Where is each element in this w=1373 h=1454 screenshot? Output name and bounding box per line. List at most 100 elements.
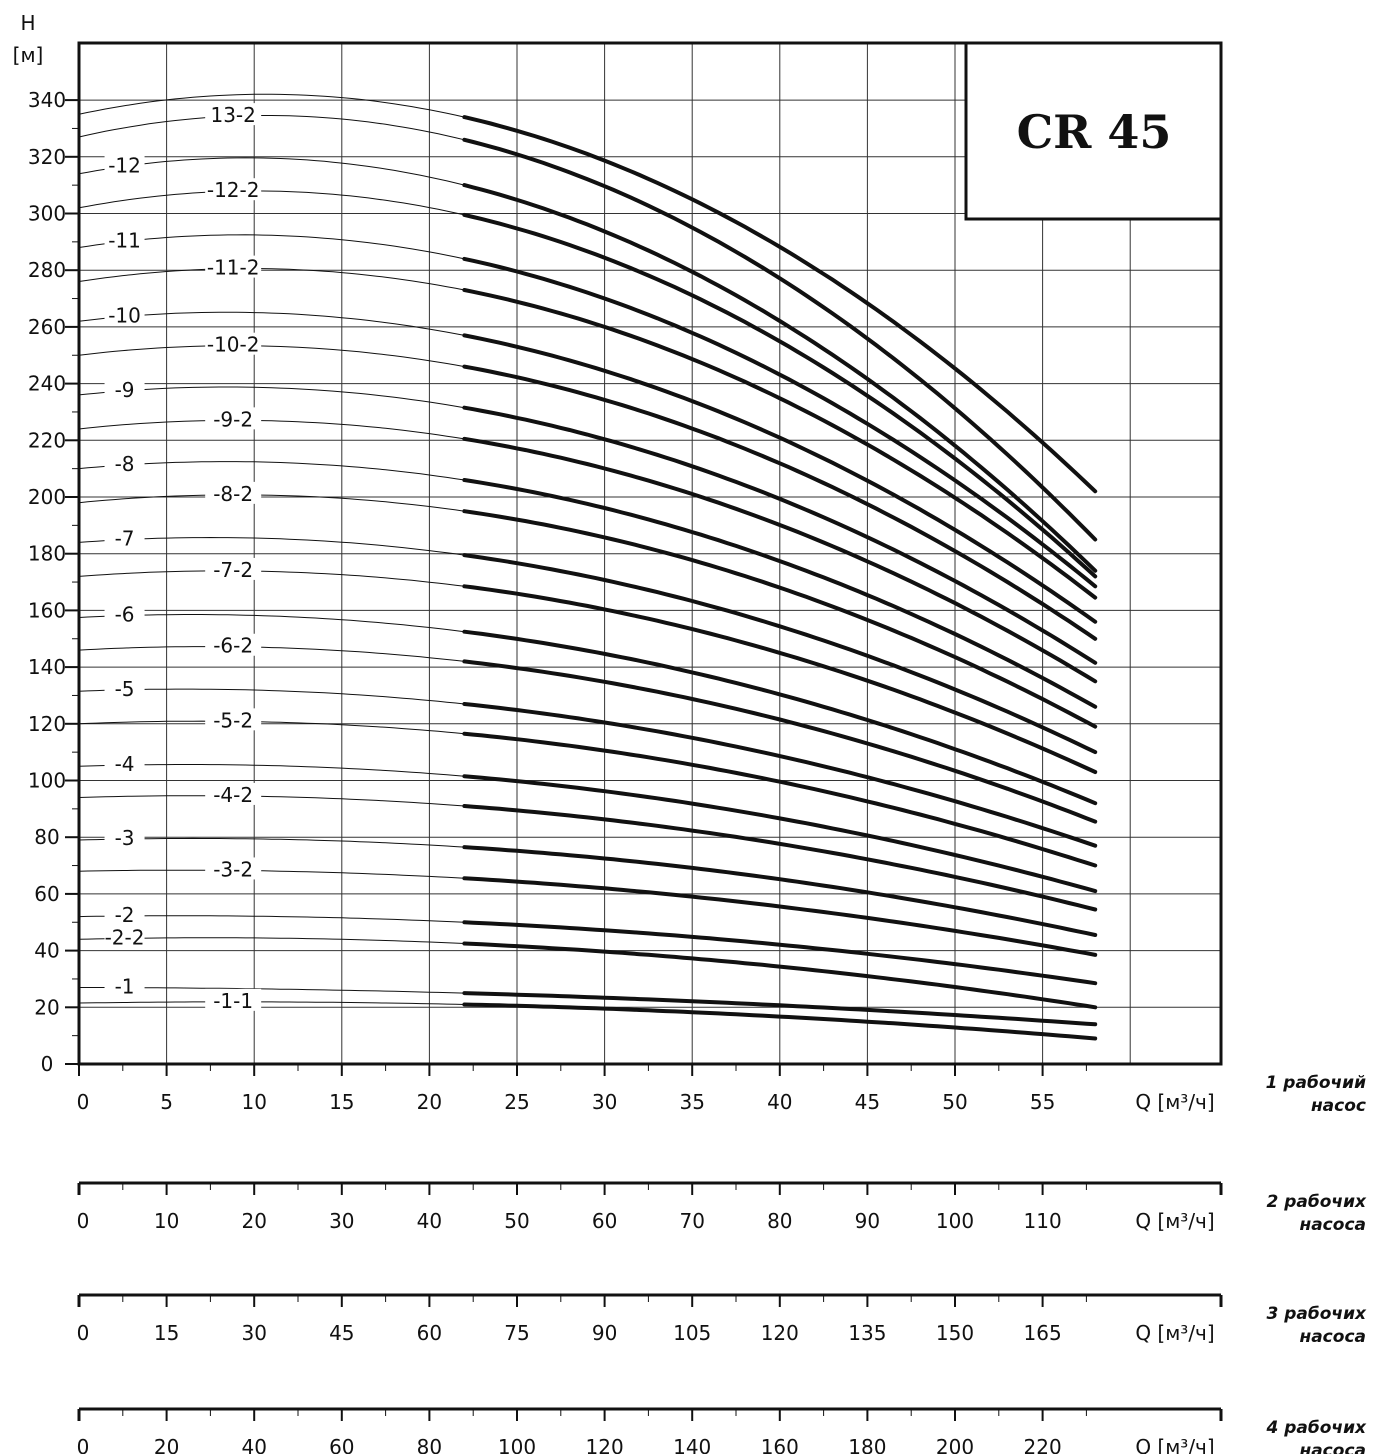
curve-label: -12-2 xyxy=(207,178,260,202)
pump-count-label: насоса xyxy=(1299,1441,1366,1454)
curve-thin-segment xyxy=(78,190,465,216)
curve-label-bg xyxy=(104,602,145,625)
flow-scale-tick-label: 80 xyxy=(417,1435,442,1454)
curve-operating-segment xyxy=(462,731,1098,868)
pump-count-label: 3 рабочих xyxy=(1267,1304,1368,1324)
curve-label-bg xyxy=(104,925,145,948)
flow-scale-tick-label: 0 xyxy=(77,1209,90,1233)
curve-operating-segment xyxy=(462,115,1098,494)
y-axis-tick-label: 140 xyxy=(28,655,66,679)
curve-thin-segment xyxy=(78,646,465,662)
curve-label: -12 xyxy=(108,153,141,177)
curve-operating-segment xyxy=(462,137,1098,542)
flow-scale-tick-label: 105 xyxy=(673,1321,711,1345)
curve-thin-segment xyxy=(78,720,465,735)
y-axis-symbol: H xyxy=(20,11,35,35)
flow-scale-tick-label: 140 xyxy=(673,1435,711,1454)
curve-label: -3-2 xyxy=(213,857,253,881)
y-axis-tick-label: 80 xyxy=(34,825,59,849)
curve-operating-segment xyxy=(462,702,1098,848)
flow-scale-tick-label: 150 xyxy=(936,1321,974,1345)
curve-label: -4-2 xyxy=(213,783,253,807)
flow-scale-tick-label: 50 xyxy=(504,1209,529,1233)
curve-label-bg xyxy=(205,988,262,1011)
flow-scale-tick-label: 0 xyxy=(77,1090,90,1114)
curve-operating-segment xyxy=(462,364,1098,641)
curve-label: -2-2 xyxy=(105,925,145,949)
curve-thin-segment xyxy=(78,494,465,512)
pump-count-label: 2 рабочих xyxy=(1267,1192,1368,1212)
flow-scale-tick-label: 70 xyxy=(679,1209,704,1233)
flow-scale-tick-label: 30 xyxy=(592,1090,617,1114)
flow-scale-tick-label: 5 xyxy=(160,1090,173,1114)
pump-count-label: 1 рабочий xyxy=(1266,1073,1367,1093)
curve-label-bg xyxy=(205,633,262,656)
curve-operating-segment xyxy=(462,436,1098,684)
flow-scale-tick-label: 10 xyxy=(154,1209,179,1233)
curve-operating-segment xyxy=(462,183,1098,573)
curve-operating-segment xyxy=(462,405,1098,665)
y-axis-tick-label: 300 xyxy=(28,202,66,226)
flow-scale-tick-label: 220 xyxy=(1024,1435,1062,1454)
flow-scale-tick-label: 120 xyxy=(586,1435,624,1454)
flow-scale-tick-label: 120 xyxy=(761,1321,799,1345)
curve-operating-segment xyxy=(462,920,1098,986)
y-axis-tick-label: 320 xyxy=(28,145,66,169)
curve-operating-segment xyxy=(462,509,1098,729)
pump-count-label: 4 рабочих xyxy=(1266,1418,1368,1438)
curve-label: -4 xyxy=(115,752,135,776)
curve-label: -9 xyxy=(115,378,135,402)
flow-scale-tick-label: 75 xyxy=(504,1321,529,1345)
flow-scale-tick-label: 0 xyxy=(77,1435,90,1454)
curve-label-bg xyxy=(104,974,145,997)
curve-label-bg xyxy=(205,481,262,504)
pump-count-label: насоса xyxy=(1299,1215,1366,1235)
pump-count-label: насос xyxy=(1311,1096,1366,1116)
curve-label: -5-2 xyxy=(213,708,253,732)
flow-scale-tick-label: 15 xyxy=(154,1321,179,1345)
curve-label: -10-2 xyxy=(207,333,260,357)
flow-scale-tick-label: 10 xyxy=(241,1090,266,1114)
flow-scale-tick-label: 135 xyxy=(848,1321,886,1345)
curve-label-bg xyxy=(205,557,262,580)
y-axis-tick-label: 0 xyxy=(41,1052,54,1076)
y-axis-tick-label: 160 xyxy=(28,598,66,622)
flow-scale-tick-label: 45 xyxy=(855,1090,880,1114)
flow-scale-tick-label: 40 xyxy=(767,1090,792,1114)
curve-label-bg xyxy=(205,407,262,430)
flow-scale-tick-label: 100 xyxy=(498,1435,536,1454)
curve-label-bg xyxy=(104,826,145,849)
y-axis-unit: [м] xyxy=(13,43,44,67)
curve-operating-segment xyxy=(462,659,1098,824)
curve-operating-segment xyxy=(462,774,1098,894)
flow-scale-tick-label: 20 xyxy=(417,1090,442,1114)
curve-operating-segment xyxy=(462,553,1098,755)
curve-label-bg xyxy=(205,178,262,201)
curve-label-bg xyxy=(205,857,262,880)
curve-operating-segment xyxy=(462,876,1098,957)
curve-operating-segment xyxy=(462,256,1098,589)
flow-scale-tick-label: 200 xyxy=(936,1435,974,1454)
curve-label: -8-2 xyxy=(213,482,253,506)
curve-operating-segment xyxy=(462,845,1098,937)
flow-scales: 0 5 10 15 20 25 30 35 40 45 50 55 Q [м³/ч] 1 рабочий н… xyxy=(77,1064,1367,1454)
curve-thin-segment xyxy=(78,1001,465,1005)
curve-label-bg xyxy=(205,255,262,278)
flow-scale-tick-label: 60 xyxy=(417,1321,442,1345)
performance-curves xyxy=(78,93,1098,1041)
flow-scale-tick-label: 20 xyxy=(154,1435,179,1454)
curve-operating-segment xyxy=(462,478,1098,709)
curve-operating-segment xyxy=(462,629,1098,806)
curve-label: -8 xyxy=(115,452,135,476)
flow-scale-tick-label: 90 xyxy=(855,1209,880,1233)
flow-scale-tick-label: 40 xyxy=(417,1209,442,1233)
flow-scale-tick-label: 20 xyxy=(241,1209,266,1233)
curve-operating-segment xyxy=(462,941,1098,1010)
curve-operating-segment xyxy=(462,804,1098,912)
curve-label: 13-2 xyxy=(210,103,255,127)
y-axis-tick-label: 240 xyxy=(28,372,66,396)
curve-label-bg xyxy=(104,377,145,400)
curve-label-bg xyxy=(104,303,145,326)
flow-scale-tick-label: 60 xyxy=(329,1435,354,1454)
